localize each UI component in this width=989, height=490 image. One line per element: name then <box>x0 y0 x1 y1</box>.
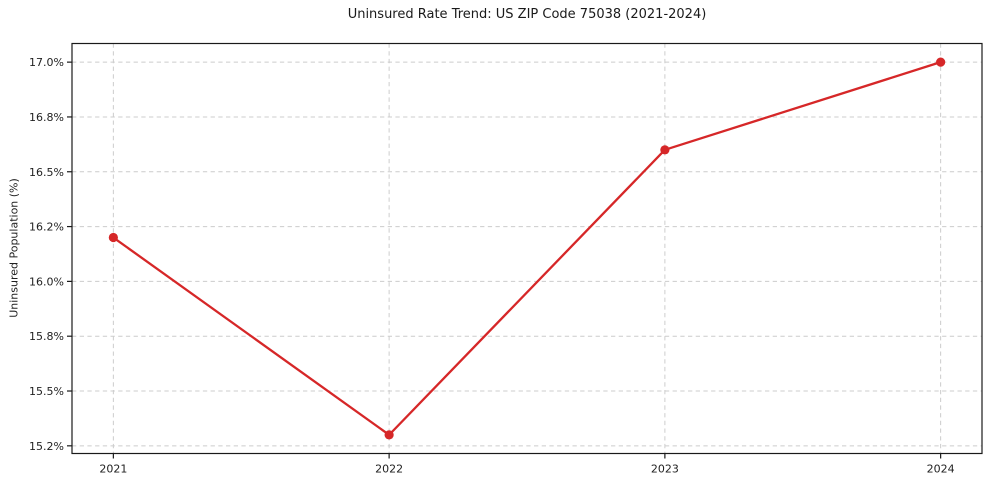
data-point-marker <box>660 145 670 155</box>
x-tick-label: 2022 <box>375 463 403 476</box>
x-tick-label: 2023 <box>651 463 679 476</box>
x-tick-label: 2021 <box>99 463 127 476</box>
y-tick-label: 17.0% <box>29 56 64 69</box>
y-tick-label: 15.5% <box>29 385 64 398</box>
y-tick-label: 16.2% <box>29 221 64 234</box>
y-tick-label: 16.8% <box>29 111 64 124</box>
x-tick-label: 2024 <box>927 463 955 476</box>
y-tick-label: 15.8% <box>29 330 64 343</box>
y-tick-label: 16.0% <box>29 275 64 288</box>
axes-frame <box>71 42 983 455</box>
data-point-marker <box>384 430 394 440</box>
y-tick-label: 15.2% <box>29 440 64 453</box>
chart-title: Uninsured Rate Trend: US ZIP Code 75038 … <box>347 7 707 22</box>
data-point-marker <box>108 232 118 243</box>
data-line <box>112 60 942 437</box>
y-tick-label: 16.5% <box>29 166 64 179</box>
data-point-marker <box>936 57 946 67</box>
